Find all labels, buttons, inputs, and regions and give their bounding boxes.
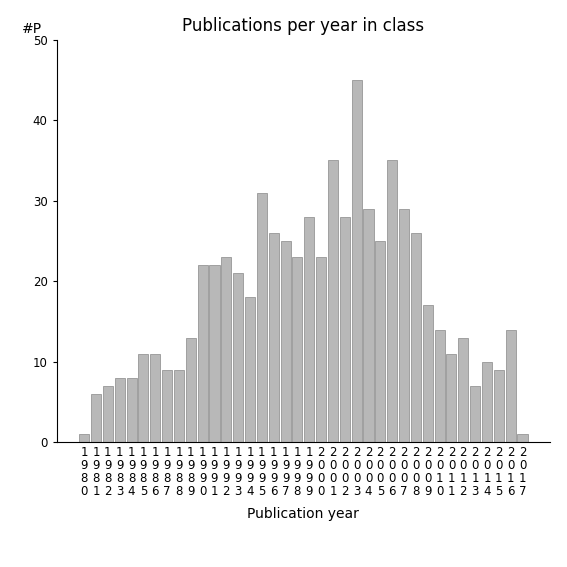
Bar xyxy=(328,160,338,442)
Bar xyxy=(91,394,101,442)
Bar xyxy=(198,265,208,442)
Bar xyxy=(304,217,314,442)
Bar xyxy=(363,209,374,442)
Bar xyxy=(411,233,421,442)
Bar xyxy=(470,386,480,442)
Bar xyxy=(138,354,149,442)
Bar xyxy=(245,297,255,442)
Bar xyxy=(174,370,184,442)
Bar xyxy=(352,80,362,442)
Bar xyxy=(126,378,137,442)
Bar xyxy=(233,273,243,442)
Bar xyxy=(186,337,196,442)
Bar xyxy=(482,362,492,442)
Bar xyxy=(375,241,386,442)
Bar xyxy=(446,354,456,442)
Text: #P: #P xyxy=(22,22,43,36)
Bar xyxy=(269,233,279,442)
Bar xyxy=(103,386,113,442)
X-axis label: Publication year: Publication year xyxy=(247,507,359,521)
Bar xyxy=(316,257,326,442)
Bar xyxy=(293,257,302,442)
Bar xyxy=(458,337,468,442)
Bar xyxy=(281,241,291,442)
Title: Publications per year in class: Publications per year in class xyxy=(182,18,425,35)
Bar xyxy=(387,160,397,442)
Bar xyxy=(79,434,89,442)
Bar xyxy=(150,354,160,442)
Bar xyxy=(221,257,231,442)
Bar xyxy=(209,265,219,442)
Bar xyxy=(434,329,445,442)
Bar xyxy=(506,329,516,442)
Bar xyxy=(162,370,172,442)
Bar xyxy=(340,217,350,442)
Bar xyxy=(257,193,267,442)
Bar xyxy=(494,370,504,442)
Bar xyxy=(518,434,527,442)
Bar xyxy=(423,306,433,442)
Bar xyxy=(399,209,409,442)
Bar xyxy=(115,378,125,442)
